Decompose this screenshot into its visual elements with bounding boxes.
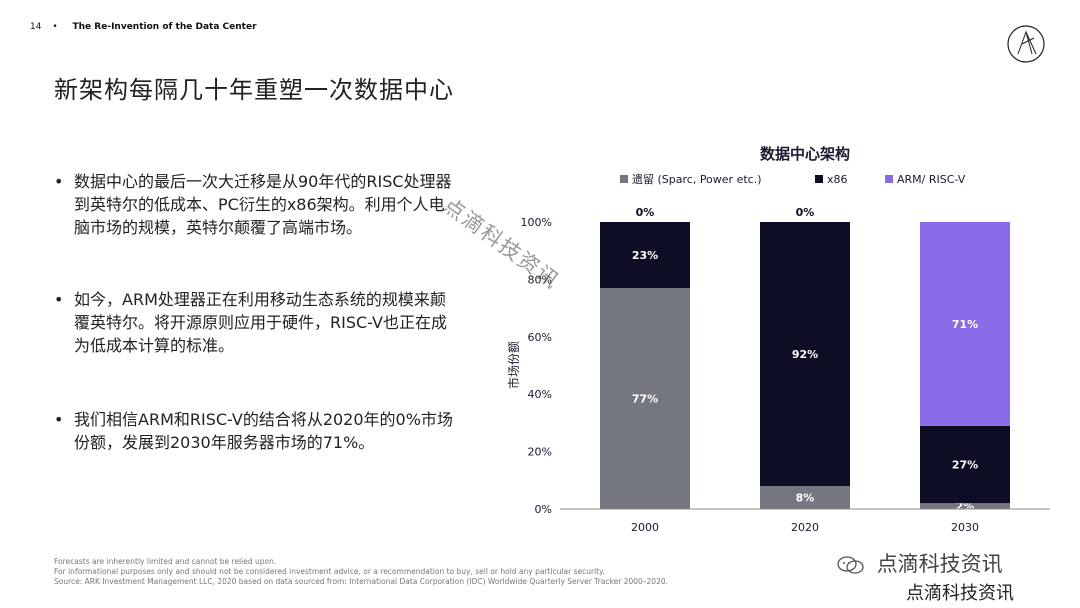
bar-data-label: 23% — [632, 249, 658, 262]
wechat-icon — [837, 556, 864, 574]
footnote-line: Source: ARK Investment Management LLC, 2… — [54, 577, 669, 586]
market-share-chart: 数据中心架构 遗留 (Sparc, Power etc.) x86 ARM/ RIS… — [506, 145, 1050, 534]
bar-data-label: 0% — [796, 206, 815, 219]
bar-segment — [760, 222, 850, 487]
bottom-watermark: 点滴科技资讯 — [906, 583, 1014, 604]
footnote-line: Forecasts are inherently limited and can… — [54, 557, 277, 566]
deck-title: The Re-Invention of the Data Center — [72, 22, 257, 32]
legend-label: ARM/ RISC-V — [897, 173, 966, 186]
bar-data-label: 2% — [956, 500, 975, 513]
chart-bars: 77% 23% 0% 8% 92% 0% 2% 27% 71% — [600, 206, 1010, 513]
legend-swatch — [885, 175, 893, 183]
bar-segment — [920, 425, 1010, 504]
wechat-watermark: 点滴科技资讯 — [836, 548, 1003, 578]
bullet-item: 如今，ARM处理器正在利用移动生态系统的规模来颠覆英特尔。将开源原则应用于硬件，… — [54, 288, 454, 357]
footnotes: Forecasts are inherently limited and can… — [54, 557, 668, 587]
wechat-account-name: 点滴科技资讯 — [876, 552, 1003, 576]
chart-legend: 遗留 (Sparc, Power etc.) x86 ARM/ RISC-V — [620, 172, 966, 186]
x-tick-label: 2000 — [631, 521, 659, 534]
bar-segment — [920, 503, 1010, 509]
slide-title: 新架构每隔几十年重塑一次数据中心 — [54, 76, 454, 104]
bar-data-label: 0% — [636, 206, 655, 219]
x-tick-label: 2020 — [791, 521, 819, 534]
y-tick-label: 0% — [535, 503, 552, 516]
bar-data-label: 92% — [792, 348, 818, 361]
bar-data-label: 71% — [952, 318, 978, 331]
bar-data-label: 27% — [952, 459, 978, 472]
bar-data-label: 77% — [632, 393, 658, 406]
bar-segment — [760, 486, 850, 509]
y-tick-label: 60% — [528, 331, 552, 344]
x-axis-ticks: 2000 2020 2030 — [631, 521, 979, 534]
legend-swatch — [620, 175, 628, 183]
y-tick-label: 20% — [528, 446, 552, 459]
page-header: 14 • The Re-Invention of the Data Center — [30, 22, 257, 32]
bar-data-label: 8% — [796, 492, 815, 505]
chart-title: 数据中心架构 — [760, 145, 850, 163]
footnote-line: For informational purposes only and shou… — [54, 567, 605, 576]
bullet-item: 我们相信ARM和RISC-V的结合将从2020年的0%市场份额，发展到2030年… — [54, 408, 454, 454]
bar-segment — [600, 222, 690, 289]
y-axis-label: 市场份额 — [506, 341, 521, 389]
y-tick-label: 40% — [528, 388, 552, 401]
legend-swatch — [815, 175, 823, 183]
bullet-item: 数据中心的最后一次大迁移是从90年代的RISC处理器到英特尔的低成本、PC衍生的… — [54, 170, 454, 239]
y-tick-label: 100% — [521, 216, 552, 229]
x-tick-label: 2030 — [951, 521, 979, 534]
y-tick-label: 80% — [528, 273, 552, 286]
bar-segment — [920, 222, 1010, 426]
header-separator: • — [52, 22, 58, 32]
ark-logo-icon — [1007, 25, 1045, 63]
legend-label: 遗留 (Sparc, Power etc.) — [632, 172, 762, 186]
page-number: 14 — [30, 22, 42, 32]
y-axis-ticks: 0% 20% 40% 60% 80% 100% — [521, 216, 552, 516]
legend-label: x86 — [827, 173, 848, 186]
bar-segment — [600, 288, 690, 509]
